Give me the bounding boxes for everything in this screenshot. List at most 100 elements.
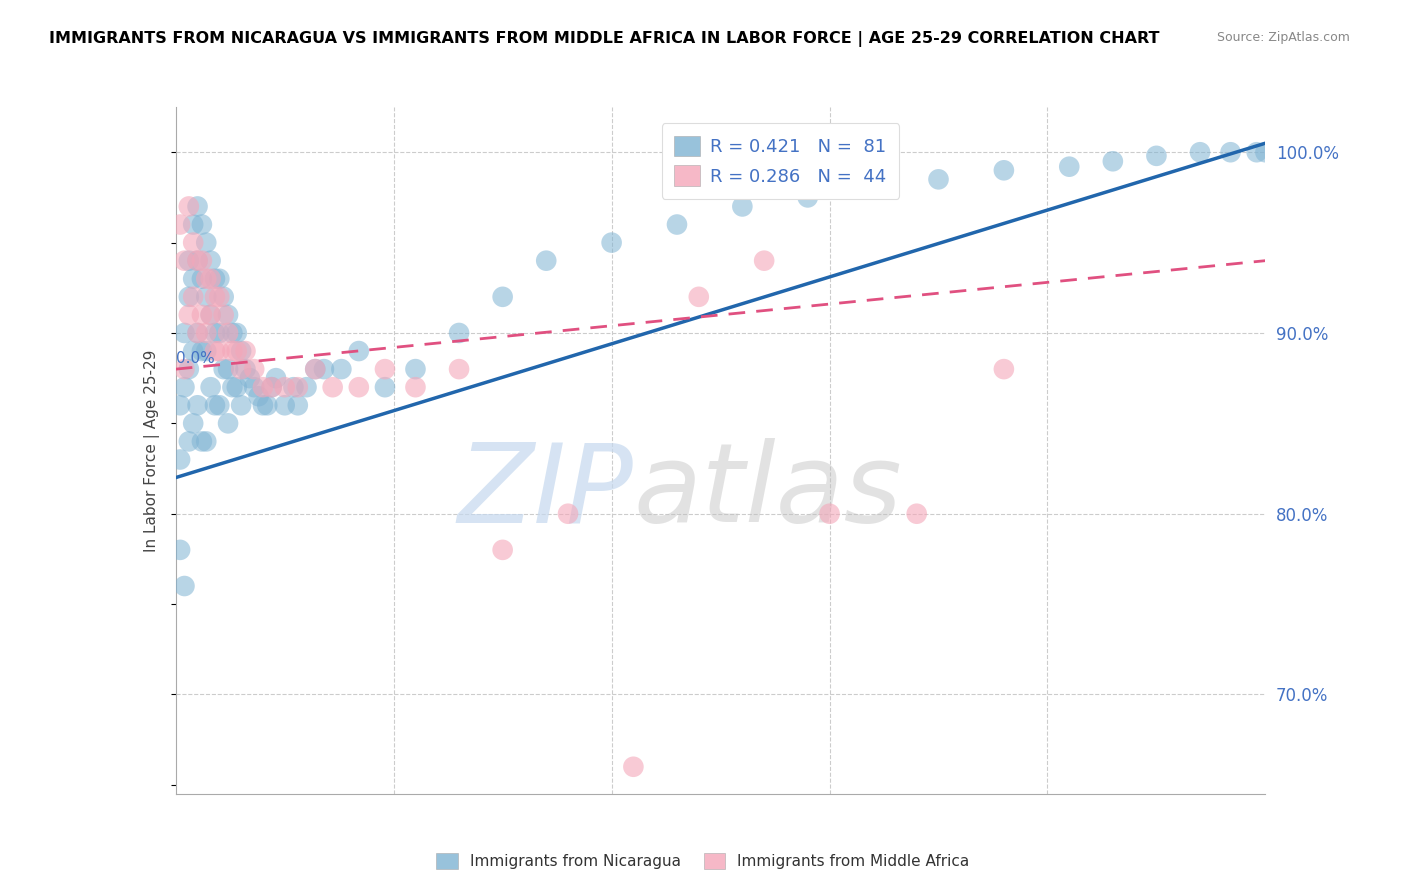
Point <box>287 380 309 394</box>
Point <box>177 308 200 322</box>
Point <box>186 253 209 268</box>
Point <box>186 253 209 268</box>
Point <box>260 380 283 394</box>
Point <box>374 380 396 394</box>
Point <box>252 380 274 394</box>
Point <box>1254 145 1277 160</box>
Point <box>177 290 200 304</box>
Point <box>225 326 247 340</box>
Text: Source: ZipAtlas.com: Source: ZipAtlas.com <box>1216 31 1350 45</box>
Point <box>862 181 884 195</box>
Point <box>204 326 226 340</box>
Point <box>225 380 247 394</box>
Point <box>181 235 204 250</box>
Point <box>600 235 623 250</box>
Point <box>374 362 396 376</box>
Point <box>181 417 204 431</box>
Point <box>231 344 253 359</box>
Point <box>260 380 283 394</box>
Point <box>169 218 191 232</box>
Point <box>1219 145 1241 160</box>
Point <box>195 326 218 340</box>
Point <box>492 542 515 557</box>
Point <box>231 362 253 376</box>
Point <box>191 308 214 322</box>
Point <box>688 290 710 304</box>
Point <box>186 326 209 340</box>
Point <box>243 380 266 394</box>
Point <box>177 253 200 268</box>
Point <box>235 362 257 376</box>
Point <box>169 452 191 467</box>
Point <box>177 199 200 213</box>
Point <box>195 290 218 304</box>
Point <box>557 507 579 521</box>
Point <box>796 190 818 204</box>
Point <box>295 380 318 394</box>
Point <box>173 579 195 593</box>
Point <box>928 172 950 186</box>
Point <box>239 371 262 385</box>
Point <box>347 344 370 359</box>
Point <box>217 326 239 340</box>
Text: IMMIGRANTS FROM NICARAGUA VS IMMIGRANTS FROM MIDDLE AFRICA IN LABOR FORCE | AGE : IMMIGRANTS FROM NICARAGUA VS IMMIGRANTS … <box>49 31 1160 47</box>
Point <box>252 398 274 412</box>
Point <box>1246 145 1268 160</box>
Point <box>204 398 226 412</box>
Point <box>274 380 297 394</box>
Point <box>212 290 235 304</box>
Point <box>492 290 515 304</box>
Point <box>191 344 214 359</box>
Point <box>731 199 754 213</box>
Point <box>204 290 226 304</box>
Point <box>191 434 214 449</box>
Text: atlas: atlas <box>633 438 903 545</box>
Text: 0.0%: 0.0% <box>176 351 215 366</box>
Point <box>322 380 344 394</box>
Point <box>1189 145 1212 160</box>
Point <box>905 507 928 521</box>
Point <box>177 434 200 449</box>
Point <box>256 398 278 412</box>
Legend: R = 0.421   N =  81, R = 0.286   N =  44: R = 0.421 N = 81, R = 0.286 N = 44 <box>662 123 900 199</box>
Point <box>173 362 195 376</box>
Point <box>195 344 218 359</box>
Point <box>208 271 231 285</box>
Point <box>534 253 557 268</box>
Point <box>221 380 243 394</box>
Point <box>173 253 195 268</box>
Point <box>347 380 370 394</box>
Point <box>287 398 309 412</box>
Point <box>181 290 204 304</box>
Point <box>181 344 204 359</box>
Point <box>191 253 214 268</box>
Point <box>200 308 222 322</box>
Point <box>186 199 209 213</box>
Point <box>274 398 297 412</box>
Point <box>312 362 335 376</box>
Point <box>169 398 191 412</box>
Text: ZIP: ZIP <box>457 438 633 545</box>
Point <box>200 380 222 394</box>
Point <box>191 218 214 232</box>
Point <box>204 271 226 285</box>
Point <box>225 344 247 359</box>
Point <box>173 380 195 394</box>
Point <box>1057 160 1080 174</box>
Point <box>212 362 235 376</box>
Point <box>993 163 1015 178</box>
Point <box>186 398 209 412</box>
Point <box>195 271 218 285</box>
Point <box>754 253 776 268</box>
Point <box>231 398 253 412</box>
Point <box>235 344 257 359</box>
Point <box>200 308 222 322</box>
Point <box>405 380 427 394</box>
Point <box>186 326 209 340</box>
Point <box>243 362 266 376</box>
Point <box>217 308 239 322</box>
Point <box>217 362 239 376</box>
Point <box>181 218 204 232</box>
Point <box>208 344 231 359</box>
Point <box>200 253 222 268</box>
